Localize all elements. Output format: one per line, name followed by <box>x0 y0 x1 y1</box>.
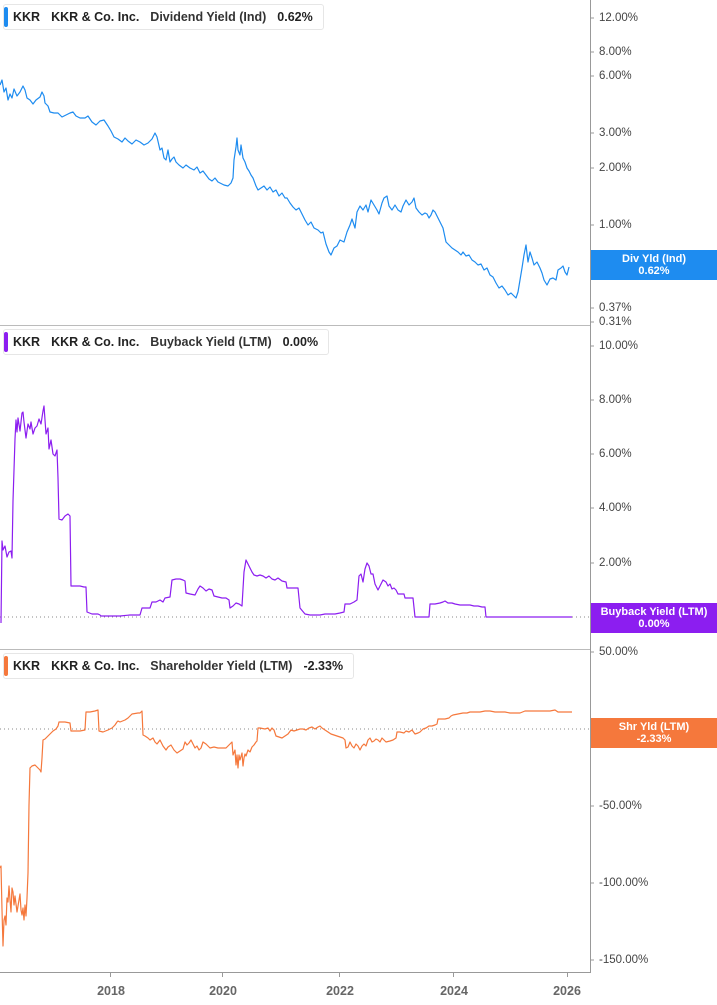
legend-ticker: KKR <box>13 659 41 673</box>
dividend-yield-legend[interactable]: KKR KKR & Co. Inc. Dividend Yield (Ind) … <box>3 4 324 30</box>
current-value-flag: Buyback Yield (LTM) 0.00% <box>591 603 717 633</box>
x-tick: 2026 <box>553 984 581 998</box>
y-tick: -150.00% <box>599 954 649 966</box>
legend-company: KKR & Co. Inc. <box>51 10 140 24</box>
y-tick: 0.37% <box>599 302 632 314</box>
series-color-swatch <box>4 656 8 676</box>
shareholder-yield-legend[interactable]: KKR KKR & Co. Inc. Shareholder Yield (LT… <box>3 653 355 679</box>
legend-metric: Dividend Yield (Ind) <box>150 10 267 24</box>
y-tick: 1.00% <box>599 219 632 231</box>
buyback-yield-panel: KKR KKR & Co. Inc. Buyback Yield (LTM) 0… <box>0 326 717 650</box>
x-tick: 2024 <box>440 984 468 998</box>
x-tick: 2018 <box>97 984 125 998</box>
x-tick: 2022 <box>326 984 354 998</box>
dividend-yield-panel: KKR KKR & Co. Inc. Dividend Yield (Ind) … <box>0 0 717 328</box>
series-color-swatch <box>4 332 8 352</box>
flag-label: Shr Yld (LTM) <box>618 721 690 733</box>
legend-metric: Buyback Yield (LTM) <box>150 335 272 349</box>
x-tick: 2020 <box>209 984 237 998</box>
y-tick: 12.00% <box>599 12 639 24</box>
y-tick: 2.00% <box>599 557 632 569</box>
current-value-flag: Shr Yld (LTM) -2.33% <box>591 718 717 748</box>
y-tick: -100.00% <box>599 877 649 889</box>
legend-metric: Shareholder Yield (LTM) <box>150 659 293 673</box>
dividend-yield-plot <box>0 0 594 326</box>
legend-company: KKR & Co. Inc. <box>51 335 140 349</box>
series-color-swatch <box>4 7 8 27</box>
y-tick: 6.00% <box>599 448 632 460</box>
y-tick: 6.00% <box>599 70 632 82</box>
y-tick: 10.00% <box>599 340 639 352</box>
buyback-yield-line <box>0 405 572 624</box>
legend-value: -2.33% <box>303 659 344 673</box>
flag-value: -2.33% <box>636 733 672 745</box>
y-tick: 8.00% <box>599 394 632 406</box>
y-tick: 8.00% <box>599 46 632 58</box>
buyback-yield-legend[interactable]: KKR KKR & Co. Inc. Buyback Yield (LTM) 0… <box>3 329 330 355</box>
shareholder-yield-panel: KKR KKR & Co. Inc. Shareholder Yield (LT… <box>0 646 717 1005</box>
legend-ticker: KKR <box>13 10 41 24</box>
flag-value: 0.00% <box>638 618 670 630</box>
y-tick: 4.00% <box>599 502 632 514</box>
legend-value: 0.00% <box>282 335 319 349</box>
current-value-flag: Div Yld (Ind) 0.62% <box>591 250 717 280</box>
flag-value: 0.62% <box>638 265 670 277</box>
y-tick: 0.31% <box>599 316 632 328</box>
legend-company: KKR & Co. Inc. <box>51 659 140 673</box>
dividend-yield-line <box>0 79 570 299</box>
legend-value: 0.62% <box>277 10 313 24</box>
legend-ticker: KKR <box>13 335 41 349</box>
buyback-yield-plot <box>0 326 594 650</box>
flag-label: Buyback Yield (LTM) <box>600 606 708 618</box>
y-tick: 2.00% <box>599 162 632 174</box>
shareholder-yield-line <box>0 709 572 947</box>
shareholder-yield-plot <box>0 650 594 977</box>
y-tick: 50.00% <box>599 646 639 658</box>
y-tick: 3.00% <box>599 127 632 139</box>
flag-label: Div Yld (Ind) <box>622 253 686 265</box>
y-tick: -50.00% <box>599 800 642 812</box>
